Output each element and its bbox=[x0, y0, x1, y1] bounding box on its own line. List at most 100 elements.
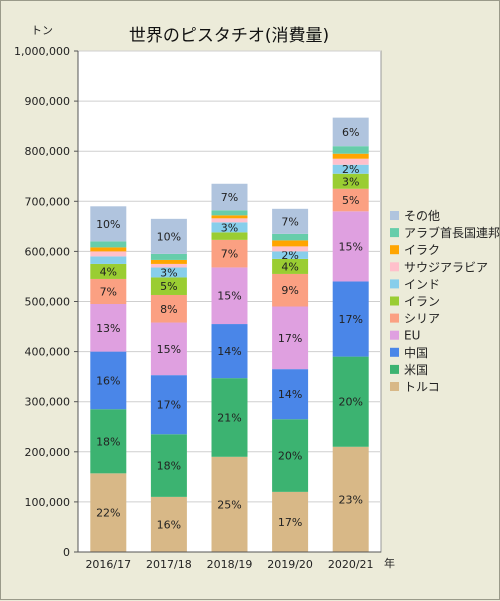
data-label: 2% bbox=[342, 163, 359, 176]
bar-segment bbox=[90, 247, 127, 252]
x-tick-label: 2017/18 bbox=[146, 558, 192, 571]
y-tick-label: 0 bbox=[63, 546, 70, 559]
data-label: 3% bbox=[342, 175, 359, 188]
legend-swatch bbox=[390, 347, 399, 357]
data-label: 22% bbox=[96, 507, 120, 520]
legend-label: サウジアラビア bbox=[404, 260, 488, 274]
bar-segment bbox=[150, 259, 187, 264]
bar-segment bbox=[332, 446, 369, 552]
bar-segment bbox=[150, 322, 187, 376]
legend-swatch bbox=[390, 245, 399, 255]
data-label: 10% bbox=[157, 230, 181, 243]
data-label: 3% bbox=[160, 266, 177, 279]
bar-segment bbox=[90, 304, 127, 352]
legend-label: 中国 bbox=[404, 345, 428, 360]
legend-swatch bbox=[390, 262, 399, 272]
x-tick-label: 2018/19 bbox=[207, 558, 253, 571]
legend-label: 米国 bbox=[404, 363, 428, 377]
data-label: 15% bbox=[338, 240, 362, 253]
bar-segment bbox=[150, 253, 187, 260]
bar-segment bbox=[211, 378, 248, 457]
y-tick-label: 300,000 bbox=[25, 396, 71, 409]
legend-swatch bbox=[390, 313, 399, 323]
bar-segment bbox=[272, 419, 309, 492]
data-label: 14% bbox=[278, 388, 302, 401]
data-label: 23% bbox=[338, 493, 362, 506]
bar-segment bbox=[90, 206, 127, 242]
data-label: 7% bbox=[221, 248, 238, 261]
data-label: 17% bbox=[278, 332, 302, 345]
bar-segment bbox=[211, 456, 248, 552]
legend-swatch bbox=[390, 382, 399, 391]
data-label: 14% bbox=[217, 345, 241, 358]
legend-label: トルコ bbox=[404, 380, 440, 394]
bar-segment bbox=[90, 351, 127, 410]
data-label: 10% bbox=[96, 218, 120, 231]
legend-label: その他 bbox=[404, 209, 440, 223]
data-label: 20% bbox=[278, 450, 302, 463]
y-tick-label: 900,000 bbox=[25, 95, 71, 108]
bar-segment bbox=[332, 211, 369, 282]
data-label: 15% bbox=[217, 290, 241, 303]
bar-segment bbox=[332, 146, 369, 154]
bar-segment bbox=[211, 210, 248, 216]
y-tick-label: 400,000 bbox=[25, 346, 71, 359]
x-axis-unit-label: 年 bbox=[384, 556, 395, 570]
bar-segment bbox=[272, 246, 309, 252]
legend-swatch bbox=[390, 330, 399, 340]
y-tick-label: 700,000 bbox=[25, 195, 71, 208]
data-label: 4% bbox=[281, 260, 298, 273]
bar-segment bbox=[332, 356, 369, 447]
bar-segment bbox=[150, 496, 187, 552]
bar-segment bbox=[272, 491, 309, 552]
bar-segment bbox=[272, 258, 309, 274]
data-label: 5% bbox=[160, 280, 177, 293]
bar-segment bbox=[211, 239, 248, 268]
bar-segment bbox=[272, 306, 309, 370]
bar-segment bbox=[150, 267, 187, 278]
legend-swatch bbox=[390, 211, 399, 220]
legend-label: EU bbox=[404, 329, 420, 343]
legend-label: シリア bbox=[404, 312, 440, 326]
y-tick-label: 100,000 bbox=[25, 496, 71, 509]
bar-segment bbox=[211, 218, 248, 223]
bar-segment bbox=[90, 241, 127, 248]
bar-segment bbox=[150, 218, 187, 254]
bar-segment bbox=[90, 278, 127, 305]
chart-title: 世界のピスタチオ(消費量) bbox=[129, 26, 329, 46]
data-label: 8% bbox=[160, 303, 177, 316]
bar-segment bbox=[332, 188, 369, 212]
legend-swatch bbox=[390, 228, 399, 238]
legend-label: イラン bbox=[404, 295, 440, 309]
bar-segment bbox=[150, 434, 187, 497]
bar-segment bbox=[211, 222, 248, 233]
data-label: 17% bbox=[338, 313, 362, 326]
data-label: 4% bbox=[100, 265, 117, 278]
x-tick-label: 2020/21 bbox=[328, 558, 374, 571]
y-tick-label: 1,000,000 bbox=[14, 45, 70, 58]
legend-label: インド bbox=[404, 277, 440, 291]
data-label: 15% bbox=[157, 343, 181, 356]
data-label: 20% bbox=[338, 396, 362, 409]
bar-segment bbox=[150, 375, 187, 435]
bar-segment bbox=[150, 277, 187, 295]
data-label: 17% bbox=[157, 399, 181, 412]
bar-segment bbox=[90, 256, 127, 264]
bar-segment bbox=[211, 324, 248, 379]
data-label: 21% bbox=[217, 411, 241, 424]
data-label: 18% bbox=[157, 460, 181, 473]
legend-swatch bbox=[390, 296, 399, 306]
legend-swatch bbox=[390, 279, 399, 289]
bar-segment bbox=[90, 409, 127, 474]
data-label: 9% bbox=[281, 284, 298, 297]
y-tick-label: 600,000 bbox=[25, 245, 71, 258]
legend-label: イラク bbox=[404, 243, 440, 257]
bar-segment bbox=[211, 232, 248, 240]
bar-segment bbox=[272, 233, 309, 241]
bar-segment bbox=[272, 251, 309, 259]
bar-segment bbox=[272, 273, 309, 307]
bar-segment bbox=[90, 473, 127, 552]
legend-swatch bbox=[390, 364, 399, 374]
data-label: 25% bbox=[217, 498, 241, 511]
